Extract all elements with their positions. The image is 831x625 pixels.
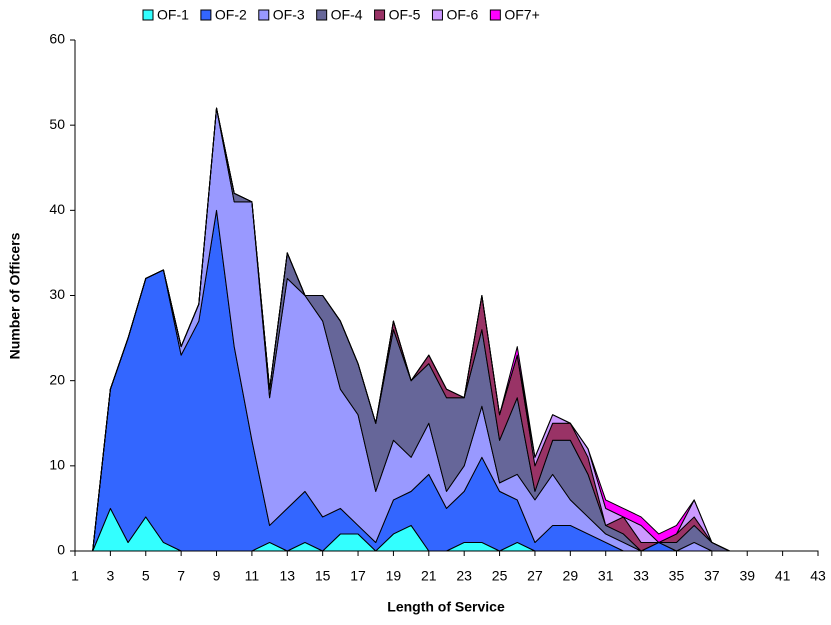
y-tick-label: 50 xyxy=(49,116,65,132)
x-tick-label: 31 xyxy=(598,568,614,584)
legend-swatch xyxy=(258,9,270,21)
x-tick-label: 11 xyxy=(245,568,260,584)
x-tick-label: 43 xyxy=(810,568,826,584)
x-tick-label: 27 xyxy=(527,568,543,584)
x-tick-label: 39 xyxy=(739,568,755,584)
legend-swatch xyxy=(142,9,154,21)
x-axis-label: Length of Service xyxy=(387,599,505,615)
legend-swatch xyxy=(489,9,501,21)
x-tick-label: 13 xyxy=(279,568,295,584)
y-tick-label: 60 xyxy=(49,31,65,47)
legend-label: OF7+ xyxy=(504,7,539,23)
y-tick-label: 40 xyxy=(49,201,65,217)
x-tick-label: 25 xyxy=(492,568,508,584)
x-tick-label: 5 xyxy=(142,568,150,584)
y-axis-label: Number of Officers xyxy=(7,232,23,359)
y-tick-label: 20 xyxy=(49,371,65,387)
legend-label: OF-3 xyxy=(273,7,305,23)
legend-swatch xyxy=(374,9,386,21)
x-tick-label: 19 xyxy=(386,568,402,584)
x-tick-label: 37 xyxy=(704,568,720,584)
x-tick-label: 35 xyxy=(669,568,685,584)
x-tick-label: 3 xyxy=(106,568,114,584)
y-tick-label: 0 xyxy=(57,542,65,558)
legend-swatch xyxy=(316,9,328,21)
x-tick-label: 41 xyxy=(775,568,791,584)
x-tick-label: 17 xyxy=(350,568,366,584)
x-tick-label: 1 xyxy=(71,568,79,584)
legend-label: OF-6 xyxy=(446,7,478,23)
legend-label: OF-1 xyxy=(157,7,189,23)
x-tick-label: 15 xyxy=(315,568,331,584)
legend-label: OF-2 xyxy=(215,7,247,23)
legend-label: OF-4 xyxy=(331,7,363,23)
legend-swatch xyxy=(200,9,212,21)
x-tick-label: 29 xyxy=(563,568,579,584)
x-tick-label: 21 xyxy=(421,568,437,584)
x-tick-label: 23 xyxy=(456,568,472,584)
y-tick-label: 30 xyxy=(49,286,65,302)
x-tick-label: 7 xyxy=(177,568,185,584)
x-tick-label: 33 xyxy=(633,568,649,584)
y-tick-label: 10 xyxy=(49,457,65,473)
legend-label: OF-5 xyxy=(389,7,421,23)
x-tick-label: 9 xyxy=(213,568,221,584)
legend-swatch xyxy=(431,9,443,21)
